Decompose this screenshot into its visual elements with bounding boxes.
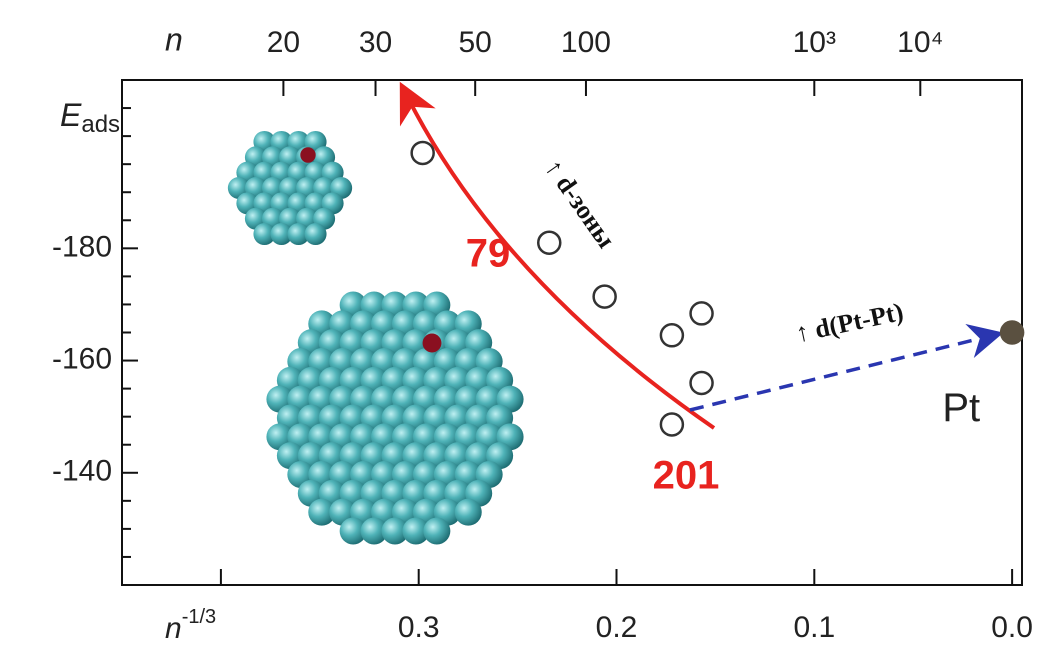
adsorbed-atom [300, 147, 315, 162]
y-axis-label-base: E [60, 97, 82, 133]
data-point [1001, 322, 1023, 344]
data-point [661, 324, 683, 346]
annotation: ↑ d(Pt-Pt) [793, 297, 906, 348]
top-tick-label: 100 [561, 26, 611, 59]
y-axis-label-sub: ads [81, 111, 120, 138]
y-tick-label: -160 [52, 342, 112, 375]
x-tick-label: 0.0 [991, 611, 1033, 644]
data-point [594, 286, 616, 308]
y-tick-label: -140 [52, 455, 112, 488]
chart: 79 201 ↑ d-зоны ↑ d(Pt-Pt) Eads n n-1/3 … [0, 0, 1038, 651]
data-point [538, 232, 560, 254]
x-axis-label-base: n [165, 612, 182, 645]
top-axis-label: n [165, 21, 183, 57]
cluster-atom [423, 517, 450, 544]
top-tick-label: 10³ [793, 26, 836, 59]
cluster-atom [305, 223, 327, 245]
x-tick-label: 0.1 [793, 611, 835, 644]
x-tick-label: 0.2 [596, 611, 638, 644]
annotation: 79 [466, 232, 511, 276]
top-tick-label: 30 [359, 26, 392, 59]
adsorbed-atom [423, 334, 442, 353]
y-axis-label: Eads [60, 97, 120, 138]
top-tick-label: 20 [267, 26, 300, 59]
series-label: Pt [942, 386, 980, 430]
data-point [661, 414, 683, 436]
data-point [412, 142, 434, 164]
cluster-images [228, 131, 524, 545]
y-tick-label: -180 [52, 230, 112, 263]
x-axis-label: n-1/3 [165, 606, 216, 645]
top-tick-label: 50 [459, 26, 492, 59]
data-point [691, 372, 713, 394]
annotation: 201 [653, 454, 720, 498]
data-point [691, 302, 713, 324]
cluster-atom [455, 499, 482, 526]
x-tick-label: 0.3 [398, 611, 440, 644]
top-tick-label: 10⁴ [897, 26, 943, 59]
x-axis-label-sup: -1/3 [182, 606, 216, 628]
